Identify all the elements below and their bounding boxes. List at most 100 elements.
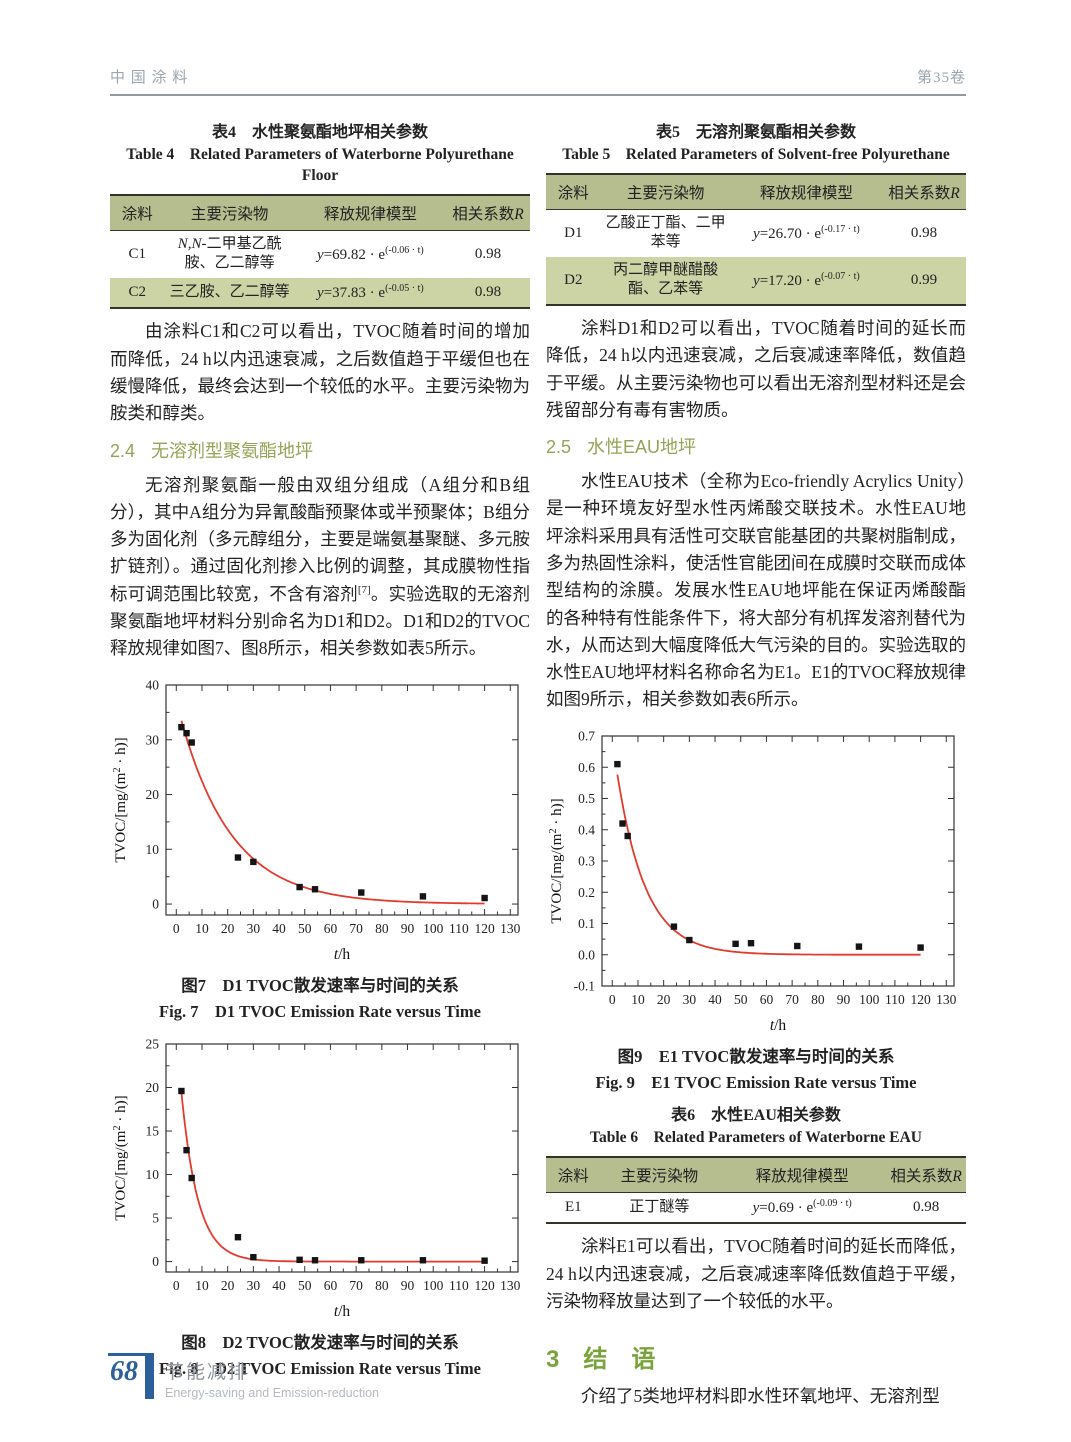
svg-text:0.4: 0.4 [578, 822, 595, 837]
table-row: D2 丙二醇甲醚醋酸酯、乙苯等 y=17.20 · e(-0.07 · t) 0.99 [546, 256, 966, 305]
data-point [686, 936, 693, 944]
table6-block: 表6 水性EAU相关参数 Table 6 Related Parameters … [546, 1101, 966, 1225]
text-segment: 丙二醇甲醚醋酸酯、乙苯等 [613, 261, 719, 298]
table6-title-cn: 表6 水性EAU相关参数 [671, 1106, 841, 1124]
text-segment: 0.98 [912, 1198, 940, 1215]
text-segment: =69.82 · e [323, 246, 386, 263]
text-segment: y [752, 1199, 760, 1216]
table-cell: D2 [546, 257, 601, 305]
data-point [419, 892, 427, 900]
figure-8: 0 10 20 30 40 50 60 70 80 90 100 110 120 130 0 5 10 15 20 2… [110, 1034, 530, 1379]
svg-text:0.2: 0.2 [578, 885, 595, 900]
table-header-cell: 释放规律模型 [294, 194, 446, 231]
svg-text:130: 130 [936, 992, 957, 1007]
table-header-cell: 相关系数R [881, 173, 966, 210]
paragraph-d1d2: 涂料D1和D2可以看出，TVOC随着时间的延长而降低，24 h以内迅速衰减，之后… [546, 317, 966, 420]
paragraph-solventfree: 无溶剂聚氨酯一般由双组分组成（A组分和B组分），其中A组分为异氰酸酯预聚体或半预… [110, 472, 530, 663]
section-title: 无溶剂型聚氨酯地坪 [151, 440, 314, 461]
text-segment: R [514, 205, 524, 223]
table-cell: 0.98 [882, 209, 966, 257]
section-title: 水性EAU地坪 [587, 437, 697, 458]
svg-text:25: 25 [146, 1036, 160, 1051]
data-point [794, 942, 801, 949]
svg-text:t/h: t/h [334, 946, 351, 963]
table-cell: y=69.82 · e(-0.06 · t) [295, 230, 446, 278]
text-segment: C2 [128, 283, 147, 300]
fig7-emission-chart: 0 10 20 30 40 50 60 70 80 90 100 110 120 130 0 10 20 30 40… [112, 677, 521, 963]
section-heading-2-5: 2.5 水性EAU地坪 [546, 433, 966, 459]
data-point [917, 944, 924, 951]
svg-text:50: 50 [298, 1278, 312, 1293]
fit-curve [180, 1091, 485, 1263]
svg-text:90: 90 [401, 1278, 415, 1293]
svg-text:130: 130 [500, 921, 521, 936]
data-point [614, 760, 621, 768]
text-segment: 正丁醚等 [629, 1198, 690, 1215]
svg-text:70: 70 [785, 992, 799, 1007]
data-point [234, 1233, 242, 1241]
section-number: 2.4 [110, 440, 136, 461]
table-header-cell: 涂料 [110, 194, 165, 231]
data-point [250, 1253, 257, 1261]
data-point [183, 729, 190, 736]
table-cell: 0.98 [446, 230, 530, 278]
footer-section-cn: 节能减排 [165, 1362, 250, 1383]
text-segment: 0.98 [474, 245, 502, 262]
data-point [178, 1087, 185, 1094]
data-point [183, 1146, 190, 1153]
table4: 涂料 主要污染物 释放规律模型 相关系数R C1 N,N-二甲基乙酰胺、乙二醇等 y=69.… [110, 193, 530, 310]
svg-text:0.1: 0.1 [578, 916, 595, 931]
section-heading-3: 3 结 语 [546, 1339, 966, 1374]
svg-text:0.5: 0.5 [578, 791, 595, 806]
table-cell: 丙二醇甲醚醋酸酯、乙苯等 [601, 257, 731, 305]
table-header-cell: 释放规律模型 [718, 1156, 887, 1193]
data-point [419, 1256, 427, 1264]
svg-text:-0.1: -0.1 [574, 978, 595, 993]
section-number: 2.5 [546, 437, 572, 458]
footer-accent-bar [145, 1353, 154, 1399]
text-segment: y [753, 225, 760, 242]
data-point [855, 943, 863, 950]
plot-frame [165, 1043, 519, 1273]
data-point [234, 853, 242, 861]
svg-text:50: 50 [298, 921, 312, 936]
text-segment: 释放规律模型 [323, 205, 417, 223]
fig8-emission-chart: 0 10 20 30 40 50 60 70 80 90 100 110 120 130 0 5 10 15 20 2… [112, 1036, 521, 1320]
svg-text:80: 80 [375, 1278, 389, 1293]
figure-9-caption-cn: 图9 E1 TVOC散发速率与时间的关系 [617, 1046, 895, 1066]
table-header-cell: 涂料 [546, 1156, 601, 1193]
table-cell: y=17.20 · e(-0.07 · t) [731, 257, 882, 305]
text-segment: =17.20 · e [759, 272, 822, 289]
text-segment: 0.98 [474, 283, 502, 300]
text-segment: y [317, 284, 324, 301]
data-point [296, 883, 303, 890]
data-point [670, 923, 678, 930]
left-column: 表4 水性聚氨酯地坪相关参数 Table 4 Related Parameter… [110, 110, 530, 1415]
svg-text:40: 40 [146, 677, 160, 692]
svg-text:70: 70 [349, 921, 363, 936]
svg-text:10: 10 [195, 921, 209, 936]
figure-9-caption-en: Fig. 9 E1 TVOC Emission Rate versus Time [595, 1072, 917, 1092]
table-cell: C2 [110, 278, 165, 309]
svg-text:110: 110 [449, 921, 469, 936]
right-column: 表5 无溶剂聚氨酯相关参数 Table 5 Related Parameters… [546, 110, 966, 1415]
text-segment: 涂料 [121, 205, 153, 223]
data-point [732, 940, 739, 947]
text-segment: 主要污染物 [620, 1167, 699, 1185]
data-point [358, 1256, 365, 1264]
journal-name: 中 国 涂 料 [110, 70, 189, 86]
fit-curve [180, 720, 485, 905]
svg-text:40: 40 [708, 992, 722, 1007]
figure-7: 0 10 20 30 40 50 60 70 80 90 100 110 120 130 0 10 20 30 40… [110, 675, 530, 1022]
text-segment: 主要污染物 [190, 205, 269, 223]
svg-text:100: 100 [859, 992, 880, 1007]
text-segment: 二甲基乙酰胺、乙二醇等 [184, 235, 282, 272]
svg-text:10: 10 [146, 841, 160, 856]
section-heading-2-4: 2.4 无溶剂型聚氨酯地坪 [110, 437, 530, 463]
text-segment: (-0.09 · t) [813, 1197, 852, 1209]
table-cell: E1 [546, 1192, 601, 1223]
section-number: 3 [546, 1346, 560, 1374]
page-number: 68 [110, 1356, 138, 1387]
svg-text:60: 60 [324, 1278, 338, 1293]
figure-8-chart: 0 10 20 30 40 50 60 70 80 90 100 110 120 130 0 5 10 15 20 2… [110, 1034, 530, 1329]
